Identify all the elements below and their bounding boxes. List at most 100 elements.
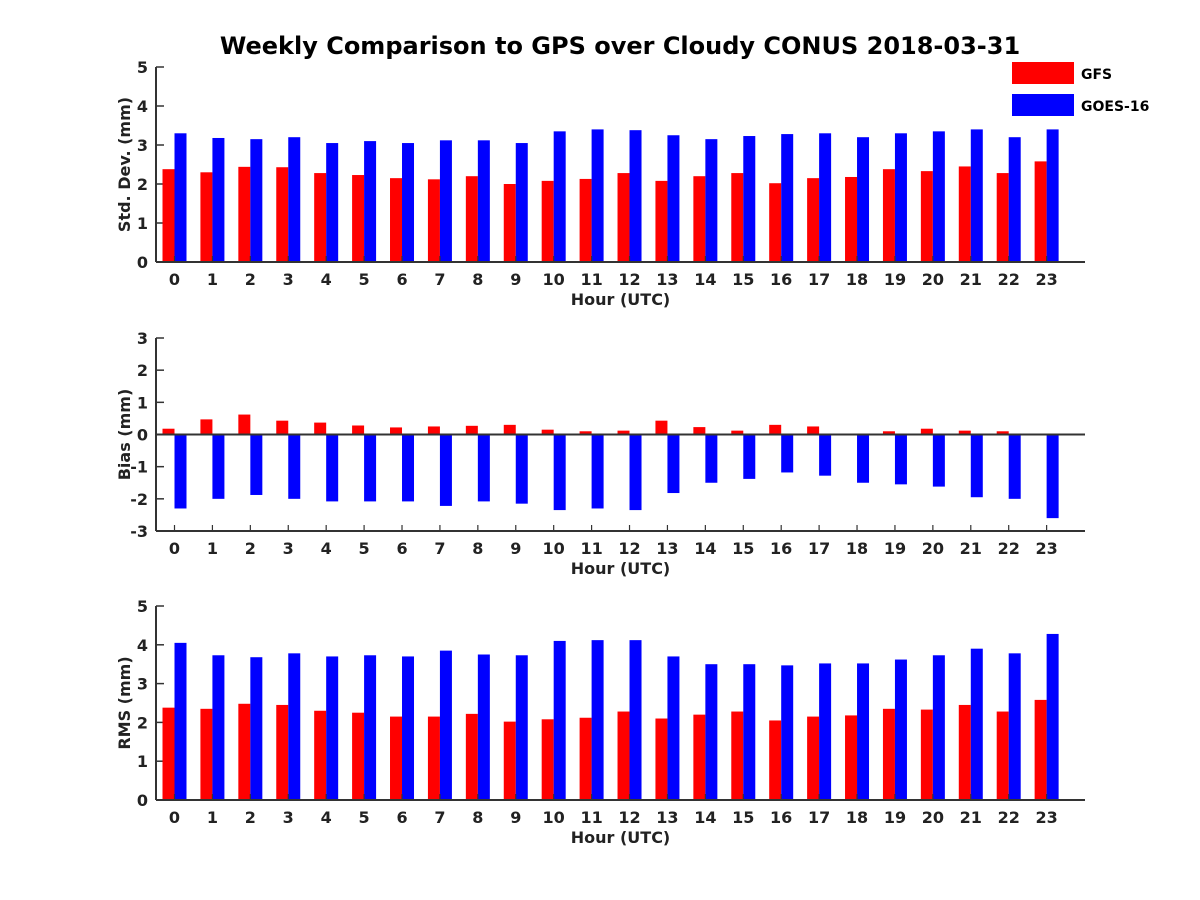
- stddev-bar-gfs: [200, 172, 213, 262]
- bias-bar-goes16: [288, 434, 301, 499]
- stddev-xtick-label: 21: [960, 270, 982, 289]
- rms-ytick-label: 0: [137, 791, 148, 810]
- stddev-bar-gfs: [807, 178, 820, 262]
- bias-bar-gfs: [162, 428, 175, 435]
- bias-bar-goes16: [1046, 434, 1059, 519]
- bias-bar-gfs: [427, 426, 440, 435]
- rms-bar-gfs: [996, 711, 1009, 800]
- bias-x-axis-label: Hour (UTC): [571, 559, 671, 578]
- bias-xtick-label: 19: [884, 539, 906, 558]
- bias-y-axis-label: Bias (mm): [115, 389, 134, 481]
- rms-bar-gfs: [390, 716, 403, 800]
- rms-xtick-label: 3: [283, 808, 294, 827]
- rms-bar-goes16: [250, 657, 263, 800]
- stddev-bar-goes16: [819, 133, 832, 262]
- stddev-bar-gfs: [276, 167, 289, 262]
- stddev-bar-goes16: [894, 133, 907, 262]
- rms-xtick-label: 22: [998, 808, 1020, 827]
- stddev-bar-goes16: [174, 133, 187, 262]
- bias-xtick-label: 6: [396, 539, 407, 558]
- bias-bar-gfs: [579, 431, 592, 435]
- bias-bar-gfs: [352, 425, 365, 435]
- bias-ytick-label: -2: [130, 490, 148, 509]
- rms-bar-gfs: [617, 711, 630, 800]
- rms-xtick-label: 20: [922, 808, 944, 827]
- bias-bar-goes16: [819, 434, 832, 476]
- stddev-x-axis-label: Hour (UTC): [571, 290, 671, 309]
- stddev-ytick-label: 5: [137, 58, 148, 77]
- rms-bar-goes16: [515, 655, 528, 800]
- stddev-ytick-label: 3: [137, 136, 148, 155]
- bias-xtick-label: 21: [960, 539, 982, 558]
- stddev-xtick-label: 20: [922, 270, 944, 289]
- stddev-bar-goes16: [591, 129, 604, 262]
- bias-xtick-label: 1: [207, 539, 218, 558]
- stddev-bar-gfs: [920, 171, 933, 262]
- rms-y-axis-label: RMS (mm): [115, 656, 134, 749]
- bias-xtick-label: 3: [283, 539, 294, 558]
- rms-bar-gfs: [200, 708, 213, 800]
- stddev-bar-goes16: [250, 139, 263, 262]
- rms-xtick-label: 1: [207, 808, 218, 827]
- stddev-bar-goes16: [553, 131, 566, 262]
- bias-xtick-label: 13: [656, 539, 678, 558]
- stddev-xtick-label: 5: [359, 270, 370, 289]
- bias-bar-goes16: [743, 434, 756, 479]
- bias-bar-goes16: [364, 434, 377, 502]
- bias-bar-gfs: [731, 430, 744, 435]
- stddev-ytick-label: 1: [137, 214, 148, 233]
- bias-bar-goes16: [174, 434, 187, 509]
- rms-xtick-label: 18: [846, 808, 868, 827]
- bias-bar-gfs: [693, 427, 706, 435]
- stddev-ytick-label: 2: [137, 175, 148, 194]
- stddev-bar-gfs: [845, 176, 858, 262]
- rms-xtick-label: 12: [618, 808, 640, 827]
- stddev-bar-gfs: [731, 173, 744, 262]
- stddev-bar-goes16: [439, 140, 452, 262]
- legend: GFS GOES-16: [1012, 62, 1149, 116]
- stddev-bar-gfs: [352, 175, 365, 262]
- bias-bar-gfs: [314, 422, 327, 435]
- bias-bar-gfs: [882, 431, 895, 435]
- rms-bar-gfs: [845, 715, 858, 800]
- rms-bar-gfs: [541, 719, 554, 800]
- bias-bar-goes16: [1008, 434, 1021, 499]
- bias-bar-goes16: [591, 434, 604, 509]
- stddev-bar-gfs: [465, 176, 478, 262]
- stddev-xtick-label: 13: [656, 270, 678, 289]
- rms-bar-goes16: [705, 664, 718, 800]
- bias-xtick-label: 16: [770, 539, 792, 558]
- bias-xtick-label: 2: [245, 539, 256, 558]
- stddev-bar-goes16: [1046, 129, 1059, 262]
- bias-bar-gfs: [465, 425, 478, 435]
- rms-x-axis-label: Hour (UTC): [571, 828, 671, 847]
- stddev-bar-goes16: [629, 130, 642, 262]
- rms-bar-goes16: [1046, 633, 1059, 800]
- stddev-xtick-label: 18: [846, 270, 868, 289]
- stddev-xtick-label: 3: [283, 270, 294, 289]
- bias-xtick-label: 9: [510, 539, 521, 558]
- stddev-bar-goes16: [515, 143, 528, 262]
- bias-bar-gfs: [996, 431, 1009, 435]
- bias-ytick-label: 2: [137, 361, 148, 380]
- rms-bar-gfs: [731, 711, 744, 800]
- rms-xtick-label: 16: [770, 808, 792, 827]
- rms-bar-gfs: [503, 721, 516, 800]
- bias-bar-gfs: [503, 424, 516, 435]
- stddev-bar-goes16: [743, 136, 756, 262]
- stddev-bar-gfs: [617, 173, 630, 262]
- bias-bar-gfs: [920, 428, 933, 435]
- rms-bar-goes16: [439, 650, 452, 800]
- bias-ytick-label: -1: [130, 458, 148, 477]
- bias-bar-gfs: [390, 427, 403, 435]
- bias-xtick-label: 23: [1035, 539, 1057, 558]
- rms-bar-gfs: [1034, 699, 1047, 800]
- rms-bar-gfs: [920, 709, 933, 800]
- stddev-bar-gfs: [162, 169, 175, 262]
- bias-bar-goes16: [970, 434, 983, 498]
- chart-title: Weekly Comparison to GPS over Cloudy CON…: [220, 32, 1020, 60]
- stddev-xtick-label: 16: [770, 270, 792, 289]
- rms-bar-gfs: [162, 707, 175, 800]
